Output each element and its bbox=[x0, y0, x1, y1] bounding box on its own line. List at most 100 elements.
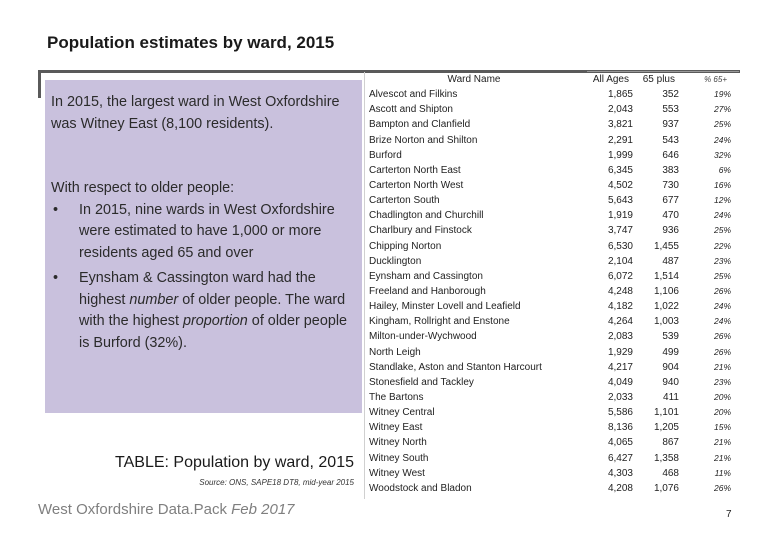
table-row: Witney East 8,136 1,205 15% bbox=[365, 420, 743, 435]
pct-65-cell: 26% bbox=[713, 346, 731, 357]
table-row: Ascott and Shipton 2,043 553 27% bbox=[365, 102, 743, 117]
pct-65-cell: 24% bbox=[713, 301, 731, 312]
sixty-five-plus-cell: 553 bbox=[662, 104, 679, 116]
pct-65-cell: 26% bbox=[713, 331, 731, 342]
pct-65-cell: 26% bbox=[713, 285, 731, 296]
all-ages-cell: 6,345 bbox=[607, 164, 633, 176]
table-row: Standlake, Aston and Stanton Harcourt 4,2… bbox=[365, 360, 743, 375]
pct-65-cell: 32% bbox=[713, 149, 731, 160]
ward-name-cell: Witney East bbox=[369, 422, 423, 434]
all-ages-cell: 3,747 bbox=[607, 225, 633, 237]
ward-name-cell: Carterton South bbox=[369, 195, 440, 207]
ward-name-cell: Charlbury and Finstock bbox=[369, 225, 472, 237]
ward-name-cell: Burford bbox=[369, 149, 402, 161]
sixty-five-plus-cell: 1,514 bbox=[653, 270, 679, 282]
ward-name-cell: Carterton North West bbox=[369, 179, 464, 191]
sixty-five-plus-cell: 470 bbox=[662, 210, 679, 222]
footer-date: Feb 2017 bbox=[231, 501, 295, 518]
all-ages-cell: 6,530 bbox=[607, 240, 633, 252]
all-ages-cell: 4,182 bbox=[607, 301, 633, 313]
pct-65-cell: 20% bbox=[713, 391, 731, 402]
pct-65-cell: 23% bbox=[713, 376, 731, 387]
sixty-five-plus-cell: 1,455 bbox=[653, 240, 679, 252]
all-ages-cell: 2,104 bbox=[607, 255, 633, 267]
all-ages-cell: 2,083 bbox=[607, 331, 633, 343]
all-ages-cell: 6,427 bbox=[607, 452, 633, 464]
ward-name-cell: Kingham, Rollright and Enstone bbox=[369, 316, 510, 328]
summary-text: In 2015, the largest ward in West Oxford… bbox=[51, 92, 351, 354]
sixty-five-plus-cell: 904 bbox=[662, 361, 679, 373]
table-row: Witney North 4,065 867 21% bbox=[365, 435, 743, 450]
all-ages-cell: 1,865 bbox=[607, 89, 633, 101]
table-row: Hailey, Minster Lovell and Leafield 4,182… bbox=[365, 299, 743, 314]
ward-name-cell: Brize Norton and Shilton bbox=[369, 134, 478, 146]
sixty-five-plus-cell: 677 bbox=[662, 195, 679, 207]
ward-name-cell: Chipping Norton bbox=[369, 240, 442, 252]
all-ages-cell: 4,303 bbox=[607, 467, 633, 479]
sixty-five-plus-cell: 730 bbox=[662, 179, 679, 191]
sixty-five-plus-cell: 936 bbox=[662, 225, 679, 237]
table-row: Carterton North West 4,502 730 16% bbox=[365, 178, 743, 193]
table-caption-heading: TABLE: Population by ward, 2015 bbox=[115, 454, 354, 471]
bullet-dot: • bbox=[53, 201, 59, 218]
table-row: Woodstock and Bladon 4,208 1,076 26% bbox=[365, 481, 743, 496]
table-row: Kingham, Rollright and Enstone 4,264 1,003… bbox=[365, 314, 743, 329]
all-ages-cell: 2,033 bbox=[607, 391, 633, 403]
summary-panel: In 2015, the largest ward in West Oxford… bbox=[45, 80, 362, 413]
table-row: Witney Central 5,586 1,101 20% bbox=[365, 405, 743, 420]
table-row: Freeland and Hanborough 4,248 1,106 26% bbox=[365, 284, 743, 299]
header-ward-name: Ward Name bbox=[447, 74, 501, 85]
bullet-item-2: • Eynsham & Cassington ward had the high… bbox=[51, 268, 351, 354]
ward-name-cell: Freeland and Hanborough bbox=[369, 285, 486, 297]
older-people-heading: With respect to older people: bbox=[51, 180, 235, 196]
ward-name-cell: Bampton and Clanfield bbox=[369, 119, 471, 131]
ward-name-cell: Ducklington bbox=[369, 255, 422, 267]
sixty-five-plus-cell: 1,076 bbox=[653, 482, 679, 494]
pct-65-cell: 25% bbox=[713, 119, 731, 130]
table-row: The Bartons 2,033 411 20% bbox=[365, 390, 743, 405]
header-65-plus: 65 plus bbox=[642, 74, 675, 85]
pct-65-cell: 25% bbox=[713, 225, 731, 236]
all-ages-cell: 6,072 bbox=[607, 270, 633, 282]
table-row: Milton-under-Wychwood 2,083 539 26% bbox=[365, 329, 743, 344]
pct-65-cell: 16% bbox=[713, 179, 731, 190]
pct-65-cell: 24% bbox=[713, 210, 731, 221]
ward-name-cell: Milton-under-Wychwood bbox=[369, 331, 477, 343]
table-caption-source: Source: ONS, SAPE18 DT8, mid-year 2015 bbox=[199, 478, 354, 487]
pct-65-cell: 24% bbox=[713, 316, 731, 327]
ward-name-cell: Carterton North East bbox=[369, 164, 461, 176]
table-row: Witney West 4,303 468 11% bbox=[365, 466, 743, 481]
all-ages-cell: 2,043 bbox=[607, 104, 633, 116]
ward-name-cell: Eynsham and Cassington bbox=[369, 270, 483, 282]
table-row: Witney South 6,427 1,358 21% bbox=[365, 451, 743, 466]
all-ages-cell: 1,929 bbox=[607, 346, 633, 358]
pct-65-cell: 19% bbox=[713, 89, 731, 100]
table-header-rule bbox=[587, 71, 739, 72]
ward-name-cell: Witney North bbox=[369, 437, 427, 449]
footer-brand-text: West Oxfordshire Data.Pack bbox=[38, 501, 232, 518]
bullet2-emphasis-proportion: proportion bbox=[183, 313, 248, 329]
ward-name-cell: Stonesfield and Tackley bbox=[369, 376, 474, 388]
bullet-dot: • bbox=[53, 270, 59, 286]
all-ages-cell: 5,586 bbox=[607, 407, 633, 419]
table-row: Carterton South 5,643 677 12% bbox=[365, 193, 743, 208]
pct-65-cell: 21% bbox=[713, 361, 731, 372]
table-row: Ducklington 2,104 487 23% bbox=[365, 254, 743, 269]
ward-name-cell: Alvescot and Filkins bbox=[369, 89, 458, 101]
bullet-text-1: In 2015, nine wards in West Oxfordshire … bbox=[79, 201, 335, 261]
ward-name-cell: Woodstock and Bladon bbox=[369, 482, 472, 494]
sixty-five-plus-cell: 1,358 bbox=[653, 452, 679, 464]
pct-65-cell: 27% bbox=[713, 104, 731, 115]
pct-65-cell: 20% bbox=[713, 407, 731, 418]
all-ages-cell: 1,999 bbox=[607, 149, 633, 161]
pct-65-cell: 24% bbox=[713, 134, 731, 145]
bullet2-part-a: Eynsham & Cassington ward had the highes… bbox=[79, 270, 316, 308]
table-header-row: Ward Name All Ages 65 plus % 65+ bbox=[365, 72, 743, 87]
ward-name-cell: Hailey, Minster Lovell and Leafield bbox=[369, 301, 521, 313]
all-ages-cell: 4,049 bbox=[607, 376, 633, 388]
footer-brand: West Oxfordshire Data.Pack Feb 2017 bbox=[38, 501, 295, 518]
sixty-five-plus-cell: 1,003 bbox=[653, 316, 679, 328]
sixty-five-plus-cell: 352 bbox=[662, 89, 679, 101]
pct-65-cell: 6% bbox=[718, 164, 731, 175]
sixty-five-plus-cell: 468 bbox=[662, 467, 679, 479]
